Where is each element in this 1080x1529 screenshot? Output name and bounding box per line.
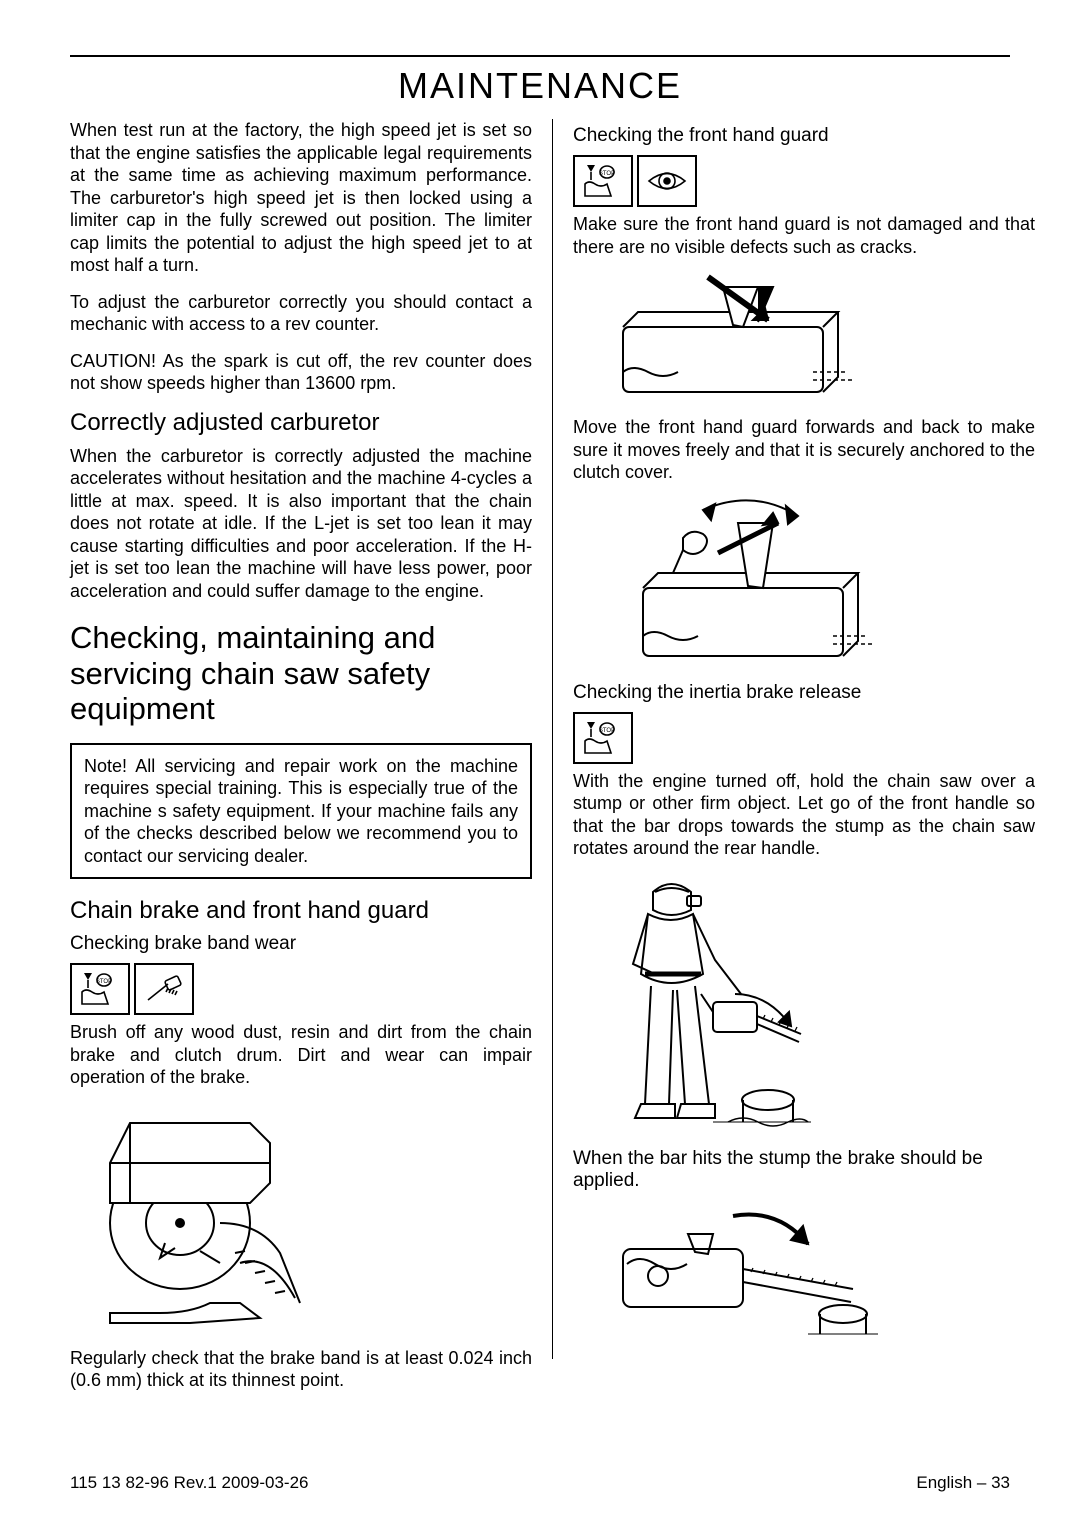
left-column: When test run at the factory, the high s… [70,119,532,1406]
note-box: Note! All servicing and repair work on t… [70,743,532,880]
heading-checking-maintaining: Checking, maintaining and servicing chai… [70,620,532,727]
note-text: Note! All servicing and repair work on t… [84,755,518,868]
figure-clutch-drum [70,1103,532,1333]
switch-off-icon: STOP [573,155,633,207]
svg-text:STOP: STOP [96,979,112,985]
svg-text:STOP: STOP [599,171,615,177]
figure-brake-applied [603,1204,1035,1344]
switch-off-icon: STOP [70,963,130,1015]
switch-off-icon: STOP [573,712,633,764]
eye-inspect-icon [637,155,697,207]
footer-page-number: 33 [991,1473,1010,1492]
footer-page: English – 33 [916,1473,1010,1493]
icon-row-stop-only: STOP [573,712,1035,764]
footer-dash: – [977,1473,991,1492]
icon-row-stop-brush: STOP [70,963,532,1015]
step-front-hand-guard: Checking the front hand guard [573,125,1035,147]
para-inertia-test: With the engine turned off, hold the cha… [573,770,1035,860]
svg-text:STOP: STOP [599,728,615,734]
page-title: MAINTENANCE [70,65,1010,107]
figure-hand-guard-crack [603,272,1035,402]
para-hand-guard-move: Move the front hand guard forwards and b… [573,416,1035,484]
figure-operator-stump [593,874,1035,1134]
para-hand-guard-damage: Make sure the front hand guard is not da… [573,213,1035,258]
para-factory-test: When test run at the factory, the high s… [70,119,532,277]
column-separator [552,119,553,1359]
figure-hand-guard-move [623,498,1035,668]
two-column-layout: When test run at the factory, the high s… [70,119,1010,1406]
step-inertia-brake: Checking the inertia brake release [573,682,1035,704]
para-brush-off: Brush off any wood dust, resin and dirt … [70,1021,532,1089]
para-contact-mechanic: To adjust the carburetor correctly you s… [70,291,532,336]
heading-chain-brake: Chain brake and front hand guard [70,897,532,925]
brush-icon [134,963,194,1015]
icon-row-stop-eye: STOP [573,155,1035,207]
top-rule [70,55,1010,57]
page-footer: 115 13 82-96 Rev.1 2009-03-26 English – … [70,1473,1010,1493]
step-bar-hits-stump: When the bar hits the stump the brake sh… [573,1148,1035,1192]
manual-page: MAINTENANCE When test run at the factory… [0,0,1080,1529]
right-column: Checking the front hand guard STOP [573,119,1035,1406]
heading-correctly-adjusted: Correctly adjusted carburetor [70,409,532,437]
para-brake-band-thickness: Regularly check that the brake band is a… [70,1347,532,1392]
para-correctly-adjusted: When the carburetor is correctly adjuste… [70,445,532,603]
step-brake-band-wear: Checking brake band wear [70,933,532,955]
footer-language: English [916,1473,972,1492]
para-caution-rpm: CAUTION! As the spark is cut off, the re… [70,350,532,395]
footer-docref: 115 13 82-96 Rev.1 2009-03-26 [70,1473,309,1493]
